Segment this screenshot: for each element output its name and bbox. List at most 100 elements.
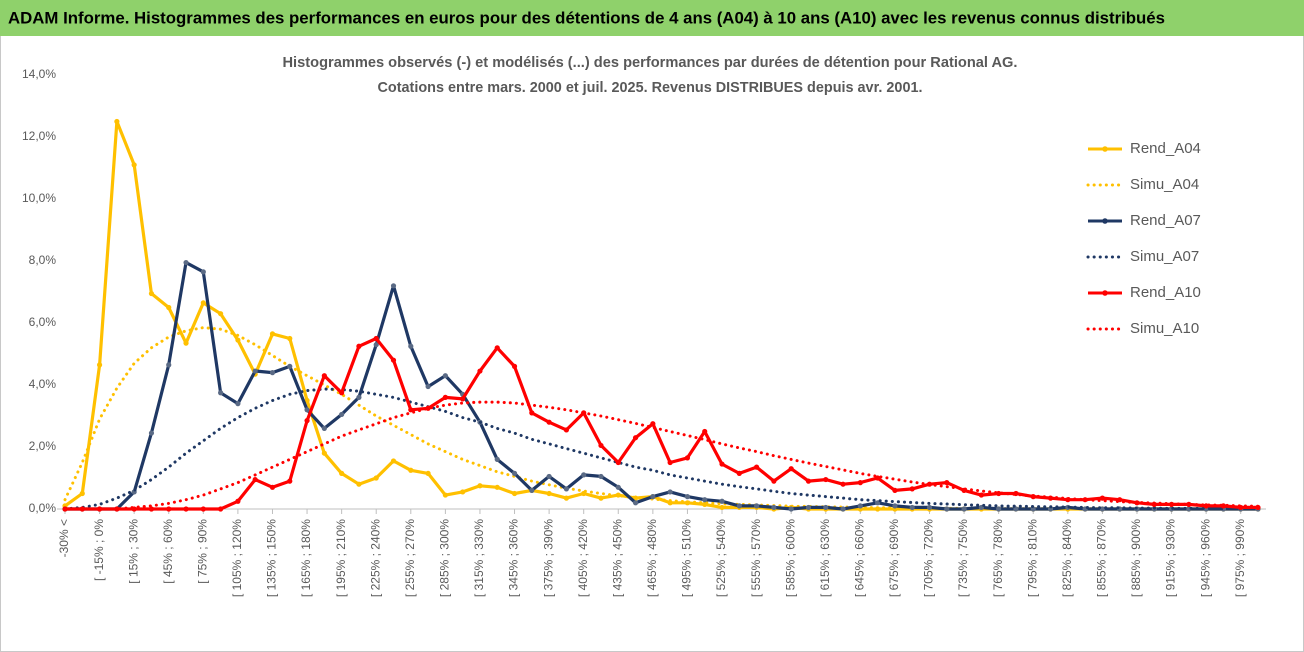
- point: [996, 490, 1002, 497]
- point: [96, 362, 103, 368]
- x-tick-label: [ 525% ; 540%: [714, 519, 728, 597]
- point: [373, 475, 379, 481]
- point: [805, 478, 812, 484]
- point: [304, 418, 310, 424]
- x-tick-label: [ 285% ; 300%: [438, 519, 452, 597]
- point: [166, 362, 172, 368]
- point: [546, 473, 552, 480]
- legend-label: Rend_A04: [1130, 140, 1201, 157]
- x-tick-label: [ 465% ; 480%: [645, 519, 659, 597]
- point: [702, 497, 708, 503]
- point: [909, 486, 915, 492]
- point: [892, 487, 898, 493]
- point: [563, 486, 570, 492]
- point: [736, 503, 742, 509]
- point: [494, 456, 500, 462]
- point: [511, 363, 518, 369]
- point: [511, 470, 518, 476]
- point: [131, 162, 137, 168]
- point: [529, 487, 535, 493]
- series-line: [63, 387, 1260, 511]
- point: [996, 506, 1002, 512]
- point: [615, 484, 621, 490]
- point: [408, 467, 414, 473]
- point: [390, 357, 397, 363]
- point: [840, 481, 846, 487]
- point: [218, 390, 224, 396]
- point: [719, 461, 725, 467]
- point: [235, 401, 241, 407]
- point: [684, 494, 691, 500]
- point: [875, 475, 881, 481]
- point: [304, 397, 310, 404]
- x-tick-label: [ 555% ; 570%: [749, 519, 763, 597]
- x-tick-label: [ 885% ; 900%: [1129, 519, 1143, 597]
- point: [702, 428, 708, 435]
- point: [909, 504, 915, 511]
- point: [269, 484, 276, 490]
- point: [166, 304, 172, 311]
- point: [511, 490, 518, 497]
- point: [114, 118, 120, 125]
- point: [148, 430, 155, 436]
- y-tick-label: 8,0%: [29, 253, 57, 267]
- chart-title: Histogrammes observés (-) et modélisés (…: [283, 54, 1018, 71]
- point: [615, 492, 621, 498]
- x-tick-label: [ 735% ; 750%: [956, 519, 970, 597]
- point: [442, 394, 448, 400]
- point: [321, 450, 327, 456]
- x-tick-label: [ 705% ; 720%: [922, 519, 936, 597]
- point: [408, 407, 414, 413]
- x-tick-label: [ 225% ; 240%: [368, 519, 382, 597]
- x-tick-label: [ 375% ; 390%: [541, 519, 555, 597]
- x-tick-label: [ 495% ; 510%: [680, 519, 694, 597]
- point: [269, 331, 276, 337]
- point: [235, 337, 241, 343]
- x-tick-label: [ 15% ; 30%: [126, 519, 140, 584]
- header-band: [0, 0, 1304, 36]
- point: [304, 407, 310, 413]
- x-tick-label: [ -15% ; 0%: [92, 519, 106, 581]
- point: [460, 489, 466, 495]
- legend-label: Simu_A04: [1130, 176, 1199, 193]
- point: [1013, 506, 1019, 512]
- series-line: [63, 400, 1260, 511]
- point: [632, 435, 639, 441]
- point: [79, 490, 85, 497]
- point: [235, 498, 241, 504]
- point: [771, 504, 777, 511]
- legend-label: Simu_A10: [1130, 320, 1199, 337]
- point: [805, 504, 812, 511]
- point: [390, 283, 397, 289]
- point: [546, 419, 552, 425]
- x-tick-label: [ 615% ; 630%: [818, 519, 832, 597]
- x-tick-label: [ 345% ; 360%: [507, 519, 521, 597]
- x-tick-label: [ 975% ; 990%: [1233, 519, 1247, 597]
- point: [684, 455, 691, 461]
- point: [183, 340, 189, 346]
- x-tick-label: [ 765% ; 780%: [991, 519, 1005, 597]
- legend-marker: [1102, 290, 1108, 296]
- point: [148, 506, 155, 512]
- x-tick-label: [ 45% ; 60%: [161, 519, 175, 584]
- x-tick-label: [ 795% ; 810%: [1025, 519, 1039, 597]
- point: [632, 500, 639, 506]
- point: [857, 480, 863, 486]
- x-tick-label: [ 165% ; 180%: [299, 519, 313, 597]
- point: [356, 394, 362, 400]
- point: [598, 473, 604, 480]
- legend-label: Simu_A07: [1130, 248, 1199, 265]
- y-tick-label: 4,0%: [29, 377, 57, 391]
- point: [252, 476, 258, 483]
- y-tick-label: 6,0%: [29, 315, 57, 329]
- point: [944, 480, 950, 486]
- point: [667, 459, 673, 466]
- point: [753, 503, 760, 509]
- point: [356, 481, 362, 487]
- point: [529, 410, 535, 416]
- x-tick-label: [ 675% ; 690%: [887, 519, 901, 597]
- point: [321, 425, 327, 431]
- point: [460, 396, 466, 402]
